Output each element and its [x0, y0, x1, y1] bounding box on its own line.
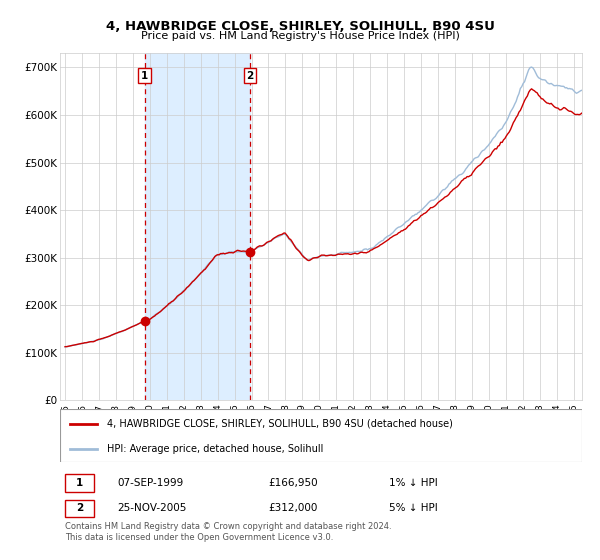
Text: HPI: Average price, detached house, Solihull: HPI: Average price, detached house, Soli… [107, 444, 323, 454]
Text: 25-NOV-2005: 25-NOV-2005 [118, 503, 187, 513]
Text: 2: 2 [76, 503, 83, 513]
Text: 5% ↓ HPI: 5% ↓ HPI [389, 503, 437, 513]
Text: £166,950: £166,950 [269, 478, 319, 488]
Bar [65, 500, 94, 517]
Text: £312,000: £312,000 [269, 503, 318, 513]
Text: 2: 2 [246, 71, 253, 81]
Text: Contains HM Land Registry data © Crown copyright and database right 2024.
This d: Contains HM Land Registry data © Crown c… [65, 522, 392, 542]
Bar [145, 53, 250, 400]
Text: 4, HAWBRIDGE CLOSE, SHIRLEY, SOLIHULL, B90 4SU: 4, HAWBRIDGE CLOSE, SHIRLEY, SOLIHULL, B… [106, 20, 494, 32]
Text: Price paid vs. HM Land Registry's House Price Index (HPI): Price paid vs. HM Land Registry's House … [140, 31, 460, 41]
Text: 1: 1 [141, 71, 148, 81]
Bar [65, 474, 94, 492]
Text: 4, HAWBRIDGE CLOSE, SHIRLEY, SOLIHULL, B90 4SU (detached house): 4, HAWBRIDGE CLOSE, SHIRLEY, SOLIHULL, B… [107, 419, 453, 429]
Text: 1: 1 [76, 478, 83, 488]
Text: 07-SEP-1999: 07-SEP-1999 [118, 478, 184, 488]
Text: 1% ↓ HPI: 1% ↓ HPI [389, 478, 437, 488]
